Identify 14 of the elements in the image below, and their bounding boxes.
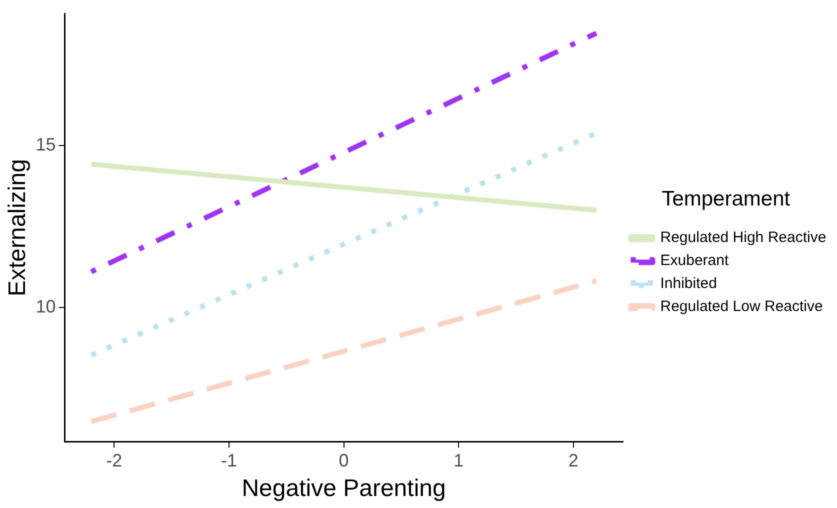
x-tick-label: 2 (568, 450, 578, 470)
y-axis-title: Externalizing (4, 158, 32, 296)
y-tick-label: 15 (36, 134, 56, 154)
x-tick-label: 0 (338, 450, 349, 470)
x-tick-label: 1 (454, 450, 464, 470)
x-tick-label: -1 (220, 450, 237, 470)
legend-label: Exuberant (660, 252, 730, 270)
legend-label: Regulated Low Reactive (660, 298, 823, 316)
x-tick-label: -2 (106, 450, 122, 470)
y-tick-label: 10 (36, 296, 56, 316)
x-axis-title: Negative Parenting (242, 475, 446, 502)
legend-label: Regulated High Reactive (660, 229, 826, 246)
legend-title: Temperament (662, 188, 790, 211)
legend-label: Inhibited (660, 275, 717, 292)
